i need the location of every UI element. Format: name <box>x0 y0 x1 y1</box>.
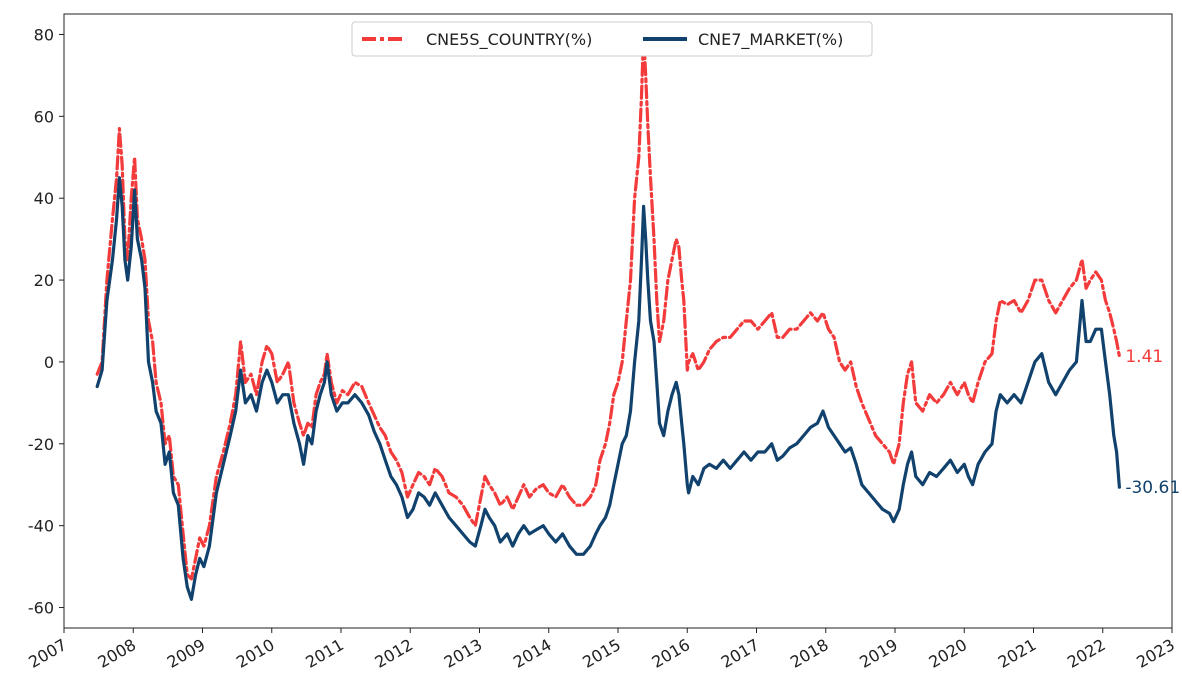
x-tick-label: 2023 <box>1133 635 1178 672</box>
x-tick-label: 2016 <box>648 635 693 672</box>
y-tick-label: 80 <box>34 25 54 44</box>
x-tick-label: 2012 <box>371 635 416 672</box>
end-labels: 1.41 -30.61 <box>1125 347 1180 498</box>
end-label-cne5s: 1.41 <box>1125 347 1163 367</box>
x-tick-label: 2011 <box>302 635 347 672</box>
x-tick-label: 2015 <box>579 635 624 672</box>
end-label-cne7: -30.61 <box>1125 478 1180 498</box>
series-line-cne5s <box>95 32 1122 581</box>
y-tick-label: -40 <box>28 517 54 536</box>
y-tick-label: -60 <box>28 599 54 618</box>
x-tick-label: 2018 <box>787 635 832 672</box>
legend-label-cne7: CNE7_MARKET(%) <box>698 30 843 50</box>
legend-box <box>351 21 873 57</box>
y-axis: 80 60 40 20 0 -20 -40 -60 <box>28 25 64 618</box>
x-tick-label: 2014 <box>510 635 555 672</box>
y-tick-label: 60 <box>34 107 54 126</box>
x-tick-label: 2021 <box>995 635 1040 672</box>
y-tick-label: -20 <box>28 435 54 454</box>
series-layer <box>95 32 1122 601</box>
y-tick-label: 20 <box>34 271 54 290</box>
x-tick-label: 2022 <box>1064 635 1109 672</box>
legend: CNE5S_COUNTRY(%) CNE7_MARKET(%) <box>351 21 873 57</box>
y-tick-label: 40 <box>34 189 54 208</box>
x-tick-label: 2017 <box>718 635 763 672</box>
series-line-cne7 <box>95 176 1122 601</box>
x-tick-label: 2019 <box>856 635 901 672</box>
x-tick-label: 2013 <box>441 635 486 672</box>
x-tick-label: 2009 <box>164 635 209 672</box>
x-axis: 2007 2008 2009 2010 2011 2012 2013 2014 2015 2016… <box>25 628 1178 672</box>
x-tick-label: 2020 <box>925 635 970 672</box>
y-tick-label: 0 <box>44 353 54 372</box>
legend-label-cne5s: CNE5S_COUNTRY(%) <box>426 30 592 50</box>
x-tick-label: 2010 <box>233 635 278 672</box>
x-tick-label: 2008 <box>94 635 139 672</box>
x-tick-label: 2007 <box>25 635 70 672</box>
plot-frame <box>63 13 1173 629</box>
